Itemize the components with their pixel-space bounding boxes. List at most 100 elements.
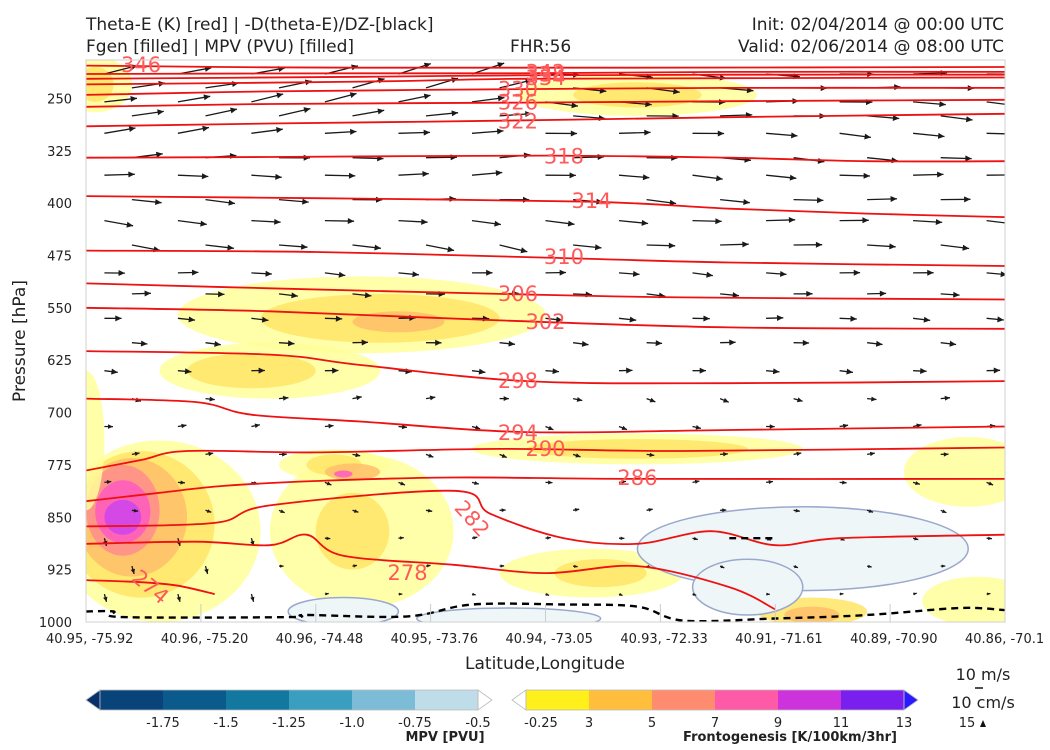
wind-vector-head xyxy=(987,592,991,596)
wind-vector-head xyxy=(567,220,575,227)
wind-vector-head xyxy=(355,452,361,458)
contour-label-298: 298 xyxy=(498,369,538,393)
fgen-colorbar-tick: 9 xyxy=(774,716,782,731)
theta-e-contour-310 xyxy=(86,249,1005,267)
wind-vector-head xyxy=(428,453,434,458)
fgen-region xyxy=(334,470,353,478)
wind-vector-head xyxy=(130,96,137,102)
wind-vector-shaft xyxy=(986,219,1005,224)
fgen-colorbar-left-extend xyxy=(511,689,527,711)
wind-vector-head xyxy=(325,592,329,596)
wind-vector-head xyxy=(301,243,308,250)
wind-vector-head xyxy=(176,596,181,602)
wind-vector-head xyxy=(140,340,148,347)
wind-vector-head xyxy=(655,340,663,347)
wind-vector-head xyxy=(576,397,583,402)
wind-vector-head xyxy=(302,198,309,205)
theta-e-contour-286 xyxy=(86,476,1005,503)
init-time: Init: 02/04/2014 @ 00:00 UTC xyxy=(751,15,1004,35)
theta-e-contour-346 xyxy=(86,64,1005,69)
theta-e-contour-294 xyxy=(86,397,1005,434)
wind-vector-head xyxy=(915,481,920,485)
wind-vector-head xyxy=(846,368,853,375)
wind-vector-head xyxy=(723,452,728,457)
wind-vector-head xyxy=(993,367,1001,374)
wind-vector-head xyxy=(772,368,780,375)
wind-vector-head xyxy=(108,424,113,429)
wind-vector-head xyxy=(850,315,857,322)
wind-vector-head xyxy=(291,292,298,299)
wind-vector-head xyxy=(766,592,770,596)
fgen-colorbar-tick: 13 xyxy=(896,716,913,731)
wind-vector-head xyxy=(274,218,281,225)
wind-vector-head xyxy=(817,197,824,204)
wind-vector-head xyxy=(326,481,332,486)
wind-vector-head xyxy=(988,481,994,486)
theta-e-contour-274 xyxy=(86,579,215,595)
theta-e-contour-342 xyxy=(86,70,1005,75)
x-tick-label: 40.86, -70.1 xyxy=(965,632,1044,647)
fgen-region xyxy=(104,499,142,535)
mpv-colorbar: -1.75 -1.5 -1.25 -1.0 -0.75 -0.5 -0.25 xyxy=(85,689,558,731)
wind-vector-shaft xyxy=(986,101,1005,105)
wind-vector-head xyxy=(115,315,122,322)
wind-vector-head xyxy=(134,451,140,456)
wind-vector-head xyxy=(545,592,550,596)
wind-vector-head xyxy=(250,596,255,602)
wind-vector-head xyxy=(1012,131,1018,137)
wind-vector-head xyxy=(574,564,578,568)
wind-vector-head xyxy=(780,271,787,277)
mpv-colorbar-box xyxy=(289,690,353,710)
theta-e-contour-306 xyxy=(86,282,1005,301)
wind-vector-head xyxy=(571,102,578,109)
wind-vector-head xyxy=(426,564,431,568)
wind-vector-head xyxy=(202,125,209,132)
wind-vector-head xyxy=(669,199,677,206)
wind-vector-head xyxy=(500,564,505,568)
wind-vector-head xyxy=(156,151,163,158)
mpv-colorbar-tick: -1.5 xyxy=(213,716,238,731)
wind-vector-head xyxy=(218,291,225,298)
y-tick-label: 775 xyxy=(47,459,72,474)
mpv-colorbar-tick: -0.25 xyxy=(524,716,558,731)
wind-vector-head xyxy=(261,316,269,323)
contour-label-322: 322 xyxy=(498,109,538,133)
wind-vector-head xyxy=(303,107,311,113)
x-tick-label: 40.91, -71.61 xyxy=(735,632,822,647)
y-tick-label: 700 xyxy=(47,407,72,422)
wind-vector-head xyxy=(879,290,887,297)
wind-vector-head xyxy=(937,171,944,178)
wind-vector-head xyxy=(875,340,883,347)
mpv-colorbar-tick: -1.0 xyxy=(339,716,364,731)
wind-vector-head xyxy=(862,217,869,224)
wind-vector-head xyxy=(548,480,553,485)
wind-vector-head xyxy=(913,592,917,596)
wind-vector-head xyxy=(692,592,697,596)
theta-e-contour-326 xyxy=(86,98,1005,108)
wind-vector-head xyxy=(1009,220,1016,226)
theta-e-contour-334 xyxy=(86,76,1005,86)
wind-vector-head xyxy=(815,241,823,248)
wind-vector-head xyxy=(348,172,356,179)
forecast-hour: FHR:56 xyxy=(510,37,572,57)
mpv-colorbar-box xyxy=(352,690,416,710)
fgen-region xyxy=(86,370,105,511)
y-tick-label: 925 xyxy=(47,564,72,579)
wind-vector-head xyxy=(429,395,436,401)
wind-vector-head xyxy=(347,218,355,224)
dashed-black-contour xyxy=(86,602,1005,622)
wind-vector-head xyxy=(227,244,234,251)
mpv-colorbar-box xyxy=(100,690,164,710)
wind-vector-head xyxy=(715,218,722,225)
wind-vector-head xyxy=(597,154,605,160)
wind-vector-head xyxy=(288,340,295,347)
wind-vector-head xyxy=(275,173,282,180)
wind-vector-head xyxy=(474,481,479,485)
theta-e-contour-278 xyxy=(86,533,776,611)
theta-e-contour-338 xyxy=(86,73,1005,80)
x-axis-ticks: 40.95, -75.92 40.96, -75.20 40.96, -74.48 4… xyxy=(46,604,1044,647)
wind-vector-head xyxy=(920,368,927,374)
wind-vector-head xyxy=(326,536,331,541)
wind-vector-head xyxy=(649,452,655,457)
mpv-colorbar-left-extend xyxy=(85,689,101,711)
